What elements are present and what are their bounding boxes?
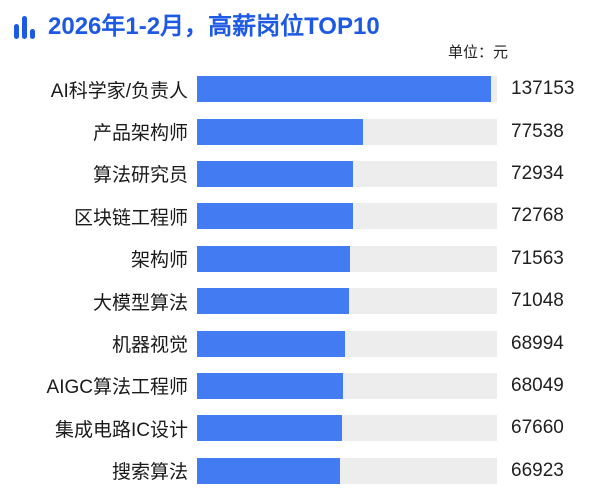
bar-chart-icon — [14, 15, 35, 39]
chart-header: 2026年1-2月，高薪岗位TOP10 — [0, 0, 604, 42]
bar-track — [197, 118, 497, 145]
row-value: 66923 — [511, 459, 564, 481]
bar-track — [197, 245, 497, 272]
row-label: 区块链工程师 — [73, 207, 188, 229]
bar-fill — [197, 76, 491, 103]
row-value: 68994 — [511, 332, 564, 354]
row-value: 137153 — [511, 78, 575, 100]
bar-track — [197, 457, 497, 484]
bar-track — [197, 415, 497, 442]
chart-title: 2026年1-2月，高薪岗位TOP10 — [48, 13, 380, 40]
bar-chart: AI科学家/负责人 137153 产品架构师 77538 算法研究员 72934… — [0, 68, 604, 492]
chart-row: 区块链工程师 72768 — [0, 195, 604, 237]
bar-track — [197, 160, 497, 187]
row-value: 77538 — [511, 120, 564, 142]
row-value: 72768 — [511, 205, 564, 227]
row-label: 大模型算法 — [92, 292, 188, 314]
chart-row: 大模型算法 71048 — [0, 280, 604, 322]
row-value: 72934 — [511, 162, 564, 184]
bar-track — [197, 288, 497, 315]
chart-row: AIGC算法工程师 68049 — [0, 365, 604, 407]
bar-fill — [197, 245, 351, 272]
row-value: 71563 — [511, 247, 564, 269]
row-label: 集成电路IC设计 — [54, 419, 188, 441]
row-label: AI科学家/负责人 — [50, 80, 188, 102]
bar-track — [197, 330, 497, 357]
bar-fill — [197, 330, 345, 357]
bar-fill — [197, 118, 364, 145]
bar-fill — [197, 288, 350, 315]
unit-label: 单位：元 — [447, 44, 508, 61]
bar-fill — [197, 203, 353, 230]
bar-track — [197, 203, 497, 230]
chart-row: AI科学家/负责人 137153 — [0, 68, 604, 110]
bar-fill — [197, 372, 343, 399]
chart-row: 机器视觉 68994 — [0, 322, 604, 364]
row-label: 机器视觉 — [111, 335, 188, 357]
row-value: 67660 — [511, 417, 564, 439]
bar-fill — [197, 457, 341, 484]
row-label: 算法研究员 — [92, 165, 188, 187]
row-label: 产品架构师 — [92, 123, 188, 145]
bar-fill — [197, 160, 354, 187]
row-label: 架构师 — [130, 250, 188, 272]
row-label: AIGC算法工程师 — [46, 377, 188, 399]
bar-track — [197, 372, 497, 399]
row-label: 搜索算法 — [111, 462, 188, 484]
bar-fill — [197, 415, 342, 442]
bar-track — [197, 76, 497, 103]
chart-row: 架构师 71563 — [0, 238, 604, 280]
chart-row: 集成电路IC设计 67660 — [0, 407, 604, 449]
chart-row: 算法研究员 72934 — [0, 153, 604, 195]
row-value: 68049 — [511, 374, 564, 396]
chart-row: 搜索算法 66923 — [0, 450, 604, 492]
row-value: 71048 — [511, 290, 564, 312]
chart-row: 产品架构师 77538 — [0, 110, 604, 152]
